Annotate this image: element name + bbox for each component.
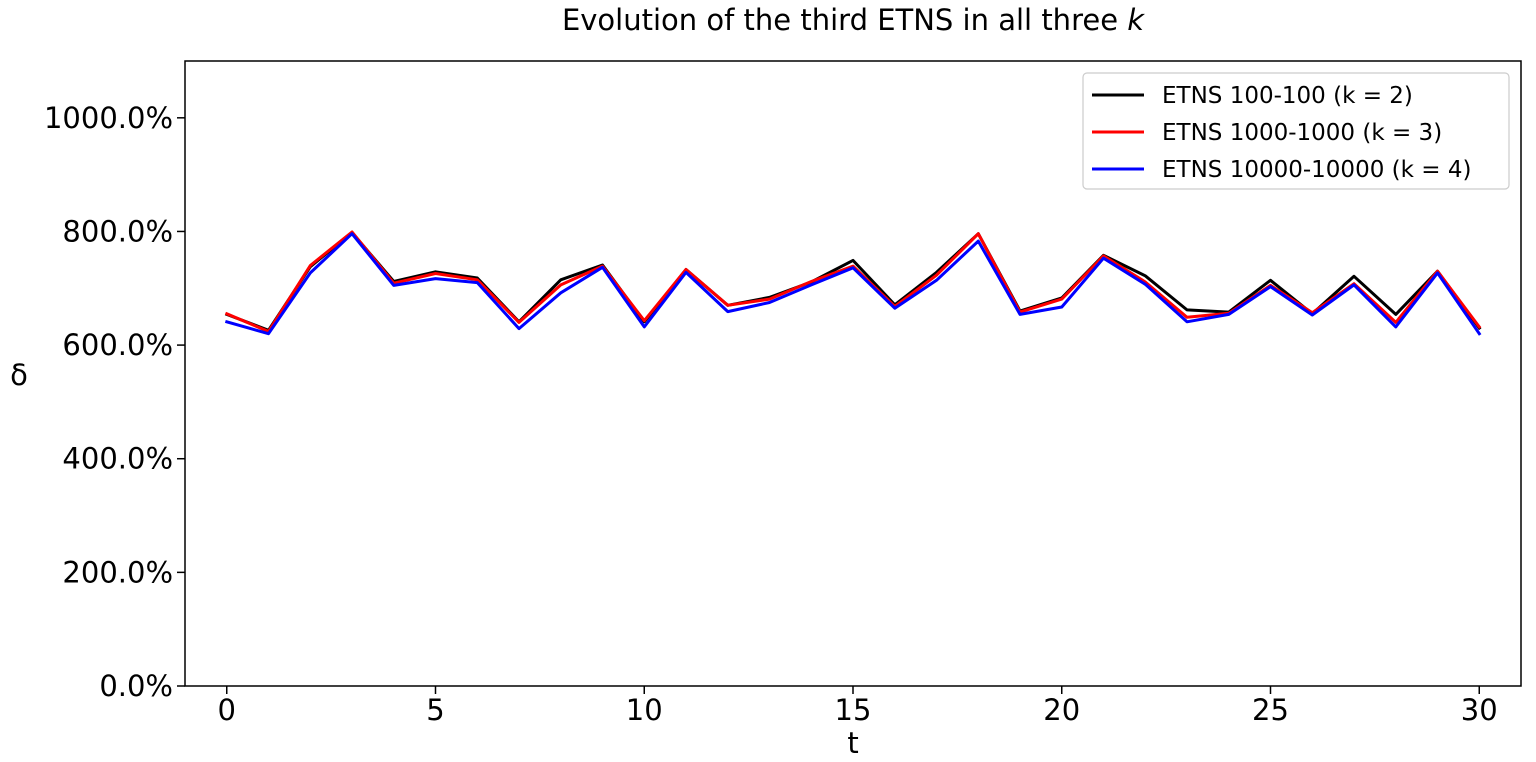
x-axis: 0 5 10 15 20 25 30 bbox=[218, 686, 1498, 727]
x-tick-label: 15 bbox=[835, 693, 872, 727]
legend-label-1: ETNS 100-100 (k = 2) bbox=[1162, 83, 1413, 109]
legend-label-3: ETNS 10000-10000 (k = 4) bbox=[1162, 157, 1471, 183]
x-tick-label: 20 bbox=[1043, 693, 1080, 727]
x-tick-label: 0 bbox=[218, 693, 236, 727]
y-axis-label: δ bbox=[10, 358, 28, 392]
chart-title: Evolution of the third ETNS in all three… bbox=[562, 3, 1145, 37]
y-tick-label: 600.0% bbox=[62, 328, 173, 362]
series-line-1 bbox=[224, 231, 1482, 332]
x-axis-label: t bbox=[847, 726, 858, 760]
x-tick-label: 25 bbox=[1252, 693, 1289, 727]
x-tick-label: 10 bbox=[626, 693, 663, 727]
x-tick-label: 30 bbox=[1461, 693, 1498, 727]
legend-label-2: ETNS 1000-1000 (k = 3) bbox=[1162, 120, 1442, 146]
y-tick-label: 400.0% bbox=[62, 442, 173, 476]
x-tick-label: 5 bbox=[426, 693, 444, 727]
legend: ETNS 100-100 (k = 2) ETNS 1000-1000 (k = … bbox=[1082, 72, 1510, 190]
chart-title-variable: k bbox=[1127, 3, 1145, 37]
y-tick-label: 1000.0% bbox=[44, 101, 173, 135]
y-tick-label: 200.0% bbox=[62, 555, 173, 589]
y-axis: 0.0% 200.0% 400.0% 600.0% 800.0% 1000.0% bbox=[44, 101, 185, 703]
series-layer bbox=[224, 230, 1482, 336]
y-tick-label: 0.0% bbox=[99, 669, 173, 703]
legend-box bbox=[1082, 72, 1510, 190]
y-tick-label: 800.0% bbox=[62, 214, 173, 248]
series-line-3 bbox=[224, 232, 1482, 336]
